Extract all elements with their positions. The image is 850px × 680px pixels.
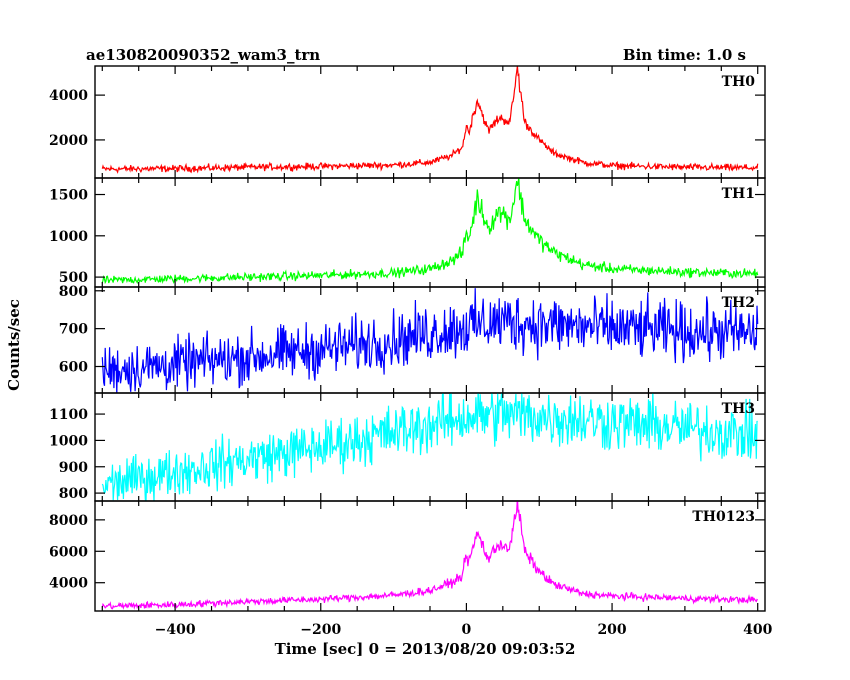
y-tick-label: 700 [59, 322, 88, 338]
y-tick-label: 8000 [49, 513, 88, 529]
panel-label: TH1 [722, 186, 755, 202]
panel-th0123: TH0123 4000 6000 8000 [49, 500, 766, 612]
y-tick-label: 500 [59, 270, 88, 286]
y-tick-label: 6000 [49, 544, 88, 560]
y-tick-label: 1100 [49, 407, 88, 423]
y-tick-label: 4000 [49, 576, 88, 592]
x-tick-label: 0 [462, 622, 472, 638]
x-tick-label: 200 [597, 622, 626, 638]
x-tick-label: 400 [743, 622, 772, 638]
y-tick-label: 600 [59, 360, 88, 376]
panels-group: TH020004000TH150010001500TH2600700800TH3… [49, 65, 766, 612]
bin-time-label: Bin time: 1.0 s [623, 46, 746, 64]
series-line-th1 [101, 178, 759, 285]
x-axis-label: Time [sec] 0 = 2013/08/20 09:03:52 [275, 640, 576, 658]
panel-th2: TH2 600 700 800 [59, 284, 766, 394]
chart-title: ae130820090352_wam3_trn [86, 46, 320, 64]
panel-frame [94, 500, 766, 612]
panel-label: TH3 [722, 401, 755, 417]
y-tick-label: 2000 [49, 133, 88, 149]
y-tick-label: 900 [59, 460, 88, 476]
panel-label: TH0 [722, 74, 756, 90]
y-axis-label: Counts/sec [5, 299, 23, 391]
panel-th1: TH1 500 1000 1500 [49, 177, 766, 288]
panel-label: TH2 [722, 295, 755, 311]
x-tick-label: −200 [300, 622, 341, 638]
series-line-th2 [101, 288, 759, 393]
y-tick-label: 4000 [49, 88, 88, 104]
x-axis: −400 −200 0 200 400 [155, 622, 773, 638]
series-line-th0123 [101, 501, 759, 610]
panel-label: TH0123 [692, 509, 755, 525]
panel-th3: TH3 800 900 1000 1100 [49, 392, 766, 502]
y-tick-label: 800 [59, 284, 88, 300]
panel-frame [94, 392, 766, 502]
y-tick-label: 800 [59, 486, 88, 502]
y-tick-label: 1000 [49, 229, 88, 245]
series-line-th3 [101, 393, 758, 501]
y-tick-label: 1000 [49, 433, 88, 449]
x-tick-label: −400 [155, 622, 196, 638]
panel-th0: TH0 2000 4000 [49, 65, 766, 179]
series-line-th0 [101, 66, 759, 174]
y-tick-label: 1500 [49, 188, 88, 204]
